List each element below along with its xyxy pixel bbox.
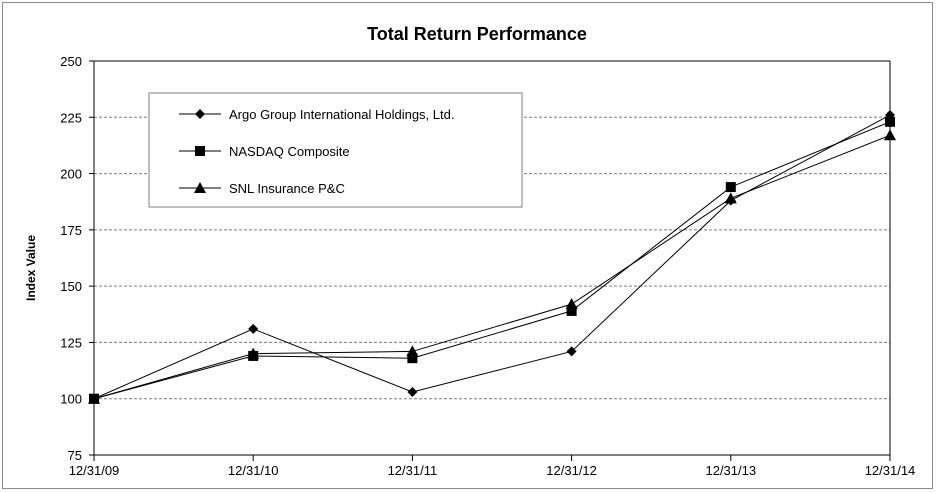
series-line bbox=[93, 114, 891, 400]
square-marker bbox=[566, 305, 577, 316]
series-triangle bbox=[88, 129, 896, 404]
triangle-marker bbox=[247, 347, 260, 359]
legend-label: SNL Insurance P&C bbox=[229, 181, 345, 196]
x-tick-label: 12/31/14 bbox=[865, 463, 916, 478]
x-tick-label: 12/31/13 bbox=[705, 463, 756, 478]
x-tick-label: 12/31/09 bbox=[69, 463, 120, 478]
y-tick-label: 225 bbox=[60, 110, 82, 125]
legend-label: NASDAQ Composite bbox=[229, 144, 350, 159]
triangle-marker bbox=[724, 192, 737, 204]
y-tick-label: 250 bbox=[60, 54, 82, 69]
legend: Argo Group International Holdings, Ltd. N… bbox=[148, 92, 523, 208]
line-chart: Total Return Performance Index Value 250… bbox=[24, 24, 916, 478]
diamond-marker bbox=[195, 109, 205, 119]
y-tick-label: 125 bbox=[60, 335, 82, 350]
triangle-marker bbox=[406, 345, 419, 357]
square-marker bbox=[407, 353, 418, 364]
square-marker bbox=[195, 146, 205, 156]
y-tick-labels: 250 225 200 175 150 125 100 75 bbox=[60, 54, 82, 463]
diamond-marker bbox=[248, 323, 259, 334]
triangle-marker bbox=[194, 182, 206, 193]
y-axis-label: Index Value bbox=[24, 235, 38, 301]
x-tick-label: 12/31/11 bbox=[388, 463, 438, 478]
chart-title: Total Return Performance bbox=[367, 24, 587, 44]
y-tick-label: 200 bbox=[60, 167, 82, 182]
series-line bbox=[93, 134, 891, 400]
diamond-marker bbox=[566, 346, 577, 357]
y-tick-label: 175 bbox=[60, 223, 82, 238]
y-tick-label: 150 bbox=[60, 279, 82, 294]
legend-label: Argo Group International Holdings, Ltd. bbox=[229, 107, 454, 122]
x-tick-label: 12/31/12 bbox=[546, 463, 597, 478]
y-tick-label: 75 bbox=[68, 448, 82, 463]
series-group bbox=[88, 110, 896, 404]
triangle-marker bbox=[884, 129, 896, 141]
square-marker bbox=[725, 182, 736, 193]
y-tick-label: 100 bbox=[60, 392, 82, 407]
x-tick-labels: 12/31/09 12/31/10 12/31/11 12/31/12 12/31/13… bbox=[69, 463, 916, 478]
series-line bbox=[93, 121, 891, 400]
x-tick-label: 12/31/10 bbox=[228, 463, 279, 478]
diamond-marker bbox=[407, 386, 418, 397]
square-marker bbox=[885, 116, 895, 127]
triangle-marker bbox=[565, 298, 578, 310]
triangle-marker bbox=[88, 392, 100, 404]
